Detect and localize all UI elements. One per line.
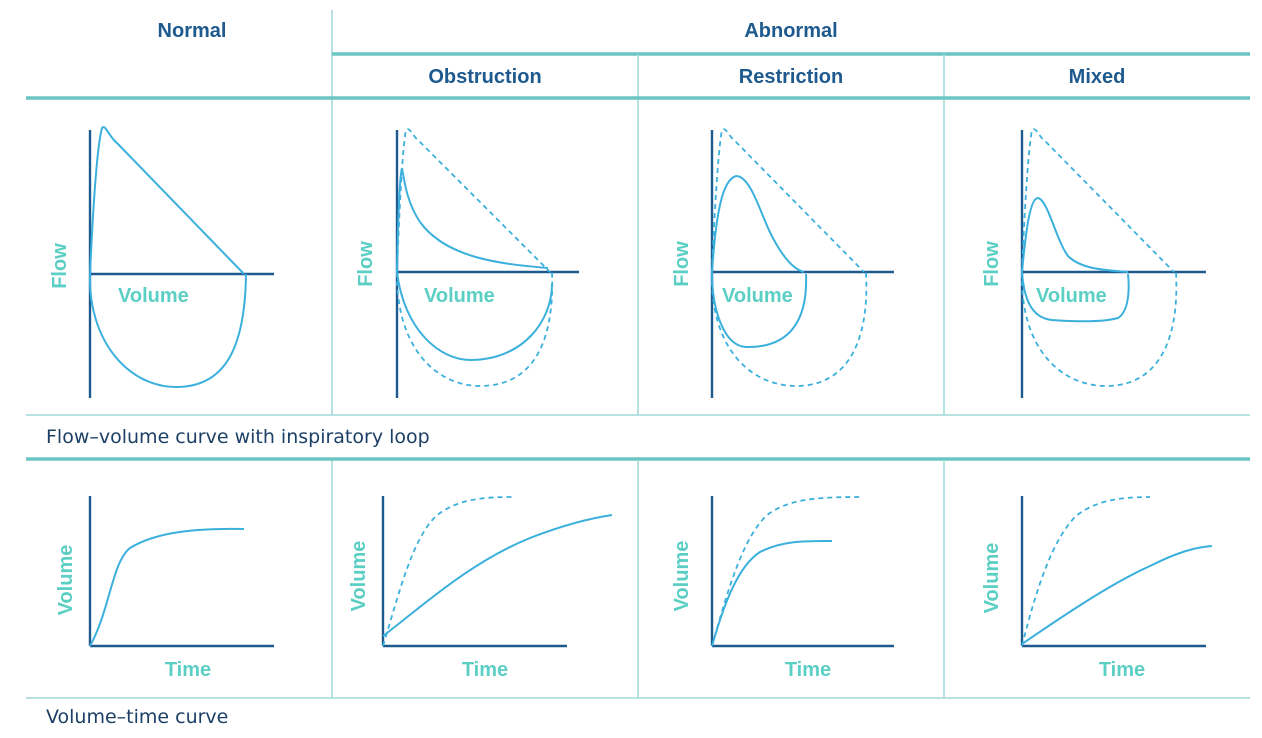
volume-axis-label: Volume: [981, 543, 1003, 614]
header-abnormal: Abnormal: [744, 20, 838, 42]
volume-time-curve: [382, 514, 613, 637]
volume-time-restriction: Volume Time: [671, 496, 894, 681]
volume-time-mixed: Volume Time: [981, 496, 1213, 681]
volume-time-curve: [1021, 545, 1213, 645]
time-axis-label: Time: [785, 659, 831, 681]
flow-volume-restriction: Flow Volume: [671, 128, 894, 398]
inspiratory-loop: [1021, 271, 1130, 323]
header-obstruction: Obstruction: [428, 66, 542, 88]
normal-reference-curve: [711, 128, 865, 273]
flow-axis-label: Flow: [355, 241, 377, 287]
expiratory-curve: [396, 167, 549, 273]
caption-volume-time: Volume–time curve: [46, 706, 229, 728]
volume-axis-label: Volume: [55, 545, 77, 616]
volume-time-normal: Volume Time: [55, 496, 274, 681]
normal-reference-loop: [396, 271, 554, 387]
header-mixed: Mixed: [1068, 66, 1126, 88]
volume-axis-label: Volume: [1036, 285, 1107, 307]
volume-axis-label: Volume: [118, 285, 189, 307]
normal-reference-curve: [1021, 128, 1175, 273]
volume-axis-label: Volume: [671, 541, 693, 612]
expiratory-curve: [711, 174, 805, 273]
header-normal: Normal: [157, 20, 227, 42]
header-restriction: Restriction: [738, 66, 844, 88]
time-axis-label: Time: [1099, 659, 1145, 681]
expiratory-curve: [1021, 196, 1129, 273]
flow-volume-mixed: Flow Volume: [981, 128, 1206, 398]
time-axis-label: Time: [165, 659, 211, 681]
flow-axis-label: Flow: [981, 241, 1003, 287]
volume-axis-label: Volume: [348, 541, 370, 612]
normal-reference-curve: [382, 496, 513, 647]
inspiratory-loop: [396, 271, 553, 362]
normal-reference-curve: [1021, 496, 1151, 647]
normal-reference-curve: [711, 496, 861, 647]
table-grid: [26, 10, 1250, 699]
volume-axis-label: Volume: [424, 285, 495, 307]
expiratory-curve: [89, 126, 245, 275]
flow-axis-label: Flow: [671, 241, 693, 287]
volume-time-curve: [711, 539, 833, 647]
caption-flow-volume: Flow–volume curve with inspiratory loop: [46, 426, 430, 448]
flow-volume-obstruction: Flow Volume: [355, 128, 579, 398]
volume-time-obstruction: Volume Time: [348, 496, 613, 681]
flow-volume-normal: Flow Volume: [49, 126, 274, 398]
volume-axis-label: Volume: [722, 285, 793, 307]
inspiratory-loop: [711, 271, 808, 349]
inspiratory-loop: [88, 273, 247, 389]
volume-time-curve: [89, 527, 245, 647]
normal-reference-curve: [396, 128, 551, 273]
flow-axis-label: Flow: [49, 243, 71, 289]
time-axis-label: Time: [462, 659, 508, 681]
